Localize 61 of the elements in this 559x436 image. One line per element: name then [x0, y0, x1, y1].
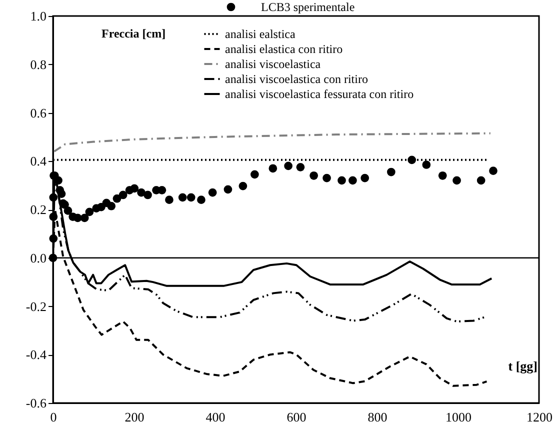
point	[107, 202, 116, 210]
legend-label: analisi viscoelastica fessurata con ritiro	[225, 87, 414, 101]
point	[489, 166, 498, 175]
point	[296, 162, 305, 172]
point	[224, 185, 232, 194]
legend-label: LCB3 sperimentale	[261, 0, 355, 14]
point	[386, 168, 396, 176]
point	[130, 184, 139, 193]
point	[348, 176, 357, 185]
y-tick-label: -0.4	[26, 347, 47, 362]
y-tick-label: 0.0	[30, 250, 46, 266]
point	[144, 190, 152, 200]
point	[64, 206, 72, 215]
point	[165, 196, 174, 204]
legend-label: analisi viscoelastica	[225, 57, 322, 71]
x-tick-label: 1000	[446, 410, 472, 424]
point	[268, 164, 278, 173]
x-tick-label: 200	[124, 410, 144, 424]
point	[452, 176, 461, 185]
legend-label: analisi elastica con ritiro	[225, 42, 343, 56]
x-tick-label: 400	[206, 410, 226, 424]
legend-label: analisi viscoelastica con ritiro	[225, 72, 368, 86]
point	[408, 156, 416, 164]
y-tick-label: 0.4	[30, 154, 47, 169]
point	[49, 212, 58, 221]
point	[250, 170, 259, 179]
point	[338, 176, 346, 185]
point	[197, 196, 206, 204]
y-axis-title: Freccia [cm]	[102, 26, 166, 40]
x-tick-label: 0	[50, 410, 57, 424]
point	[57, 190, 66, 198]
y-tick-label: 0.8	[30, 56, 46, 72]
x-tick-label: 600	[286, 410, 306, 424]
point	[80, 214, 89, 222]
y-tick-label: 0.6	[30, 105, 47, 120]
point	[49, 234, 58, 243]
point	[238, 182, 248, 190]
point	[322, 174, 331, 182]
legend-label: analisi ealstica	[225, 27, 296, 41]
point	[310, 171, 318, 180]
x-tick-label: 800	[368, 410, 388, 424]
x-axis-title: t [gg]	[508, 358, 538, 374]
point	[178, 193, 187, 202]
y-tick-label: -0.6	[26, 396, 47, 410]
y-tick-label: 0.2	[30, 202, 46, 217]
point	[422, 160, 431, 169]
line-series	[53, 132, 492, 152]
point	[74, 214, 82, 222]
point	[360, 174, 370, 182]
point	[284, 162, 292, 170]
point	[476, 176, 486, 185]
point	[85, 208, 94, 216]
point	[186, 193, 196, 202]
point	[118, 190, 128, 200]
y-tick-label: 1.0	[30, 8, 46, 24]
point	[112, 194, 122, 203]
x-tick-label: 1200	[526, 410, 552, 424]
point	[49, 193, 58, 202]
y-tick-label: -0.2	[26, 298, 46, 314]
point	[438, 171, 447, 180]
point	[208, 188, 217, 197]
